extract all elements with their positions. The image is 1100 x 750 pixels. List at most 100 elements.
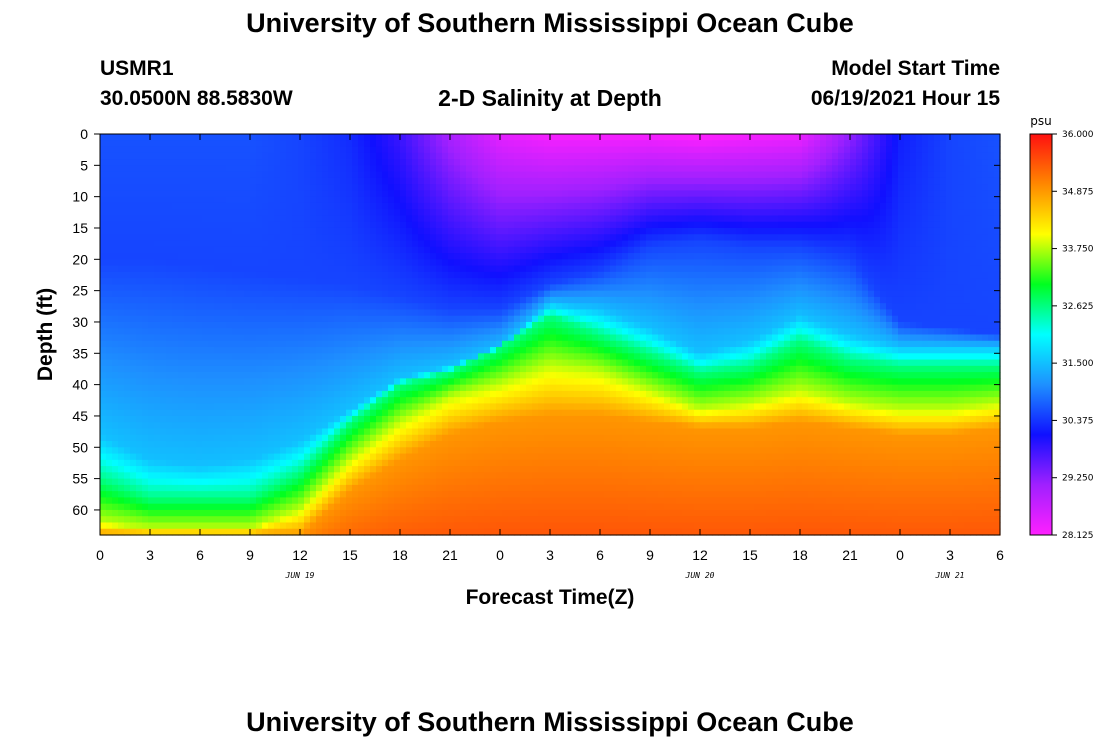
heatmap-cell xyxy=(352,315,359,323)
heatmap-cell xyxy=(562,290,569,298)
heatmap-cell xyxy=(352,528,359,536)
heatmap-cell xyxy=(190,353,197,361)
heatmap-cell xyxy=(406,365,413,373)
heatmap-cell xyxy=(556,271,563,279)
heatmap-cell xyxy=(532,378,539,386)
heatmap-cell xyxy=(310,422,317,430)
heatmap-cell xyxy=(118,296,125,304)
heatmap-cell xyxy=(478,441,485,448)
heatmap-cell xyxy=(346,390,353,398)
heatmap-cell xyxy=(262,227,269,235)
heatmap-cell xyxy=(262,372,269,379)
heatmap-cell xyxy=(472,497,479,505)
heatmap-cell xyxy=(454,165,461,173)
heatmap-cell xyxy=(562,146,569,154)
heatmap-cell xyxy=(292,253,299,260)
heatmap-cell xyxy=(286,278,293,285)
heatmap-cell xyxy=(370,196,377,204)
heatmap-cell xyxy=(250,227,257,235)
heatmap-cell xyxy=(316,234,323,242)
heatmap-cell xyxy=(472,246,479,254)
heatmap-cell xyxy=(238,190,245,198)
heatmap-cell xyxy=(118,466,125,473)
heatmap-cell xyxy=(370,428,377,436)
heatmap-cell xyxy=(514,278,521,285)
heatmap-cell xyxy=(154,497,161,505)
heatmap-cell xyxy=(466,459,473,467)
heatmap-cell xyxy=(154,378,161,386)
heatmap-cell xyxy=(274,353,281,361)
heatmap-cell xyxy=(286,372,293,379)
heatmap-cell xyxy=(244,384,251,392)
heatmap-cell xyxy=(154,422,161,430)
heatmap-cell xyxy=(166,209,173,217)
heatmap-cell xyxy=(406,246,413,254)
heatmap-cell xyxy=(538,284,545,292)
heatmap-cell xyxy=(196,184,203,191)
heatmap-cell xyxy=(112,409,119,417)
heatmap-cell xyxy=(496,309,503,317)
heatmap-cell xyxy=(424,484,431,492)
heatmap-cell xyxy=(436,484,443,492)
heatmap-cell xyxy=(478,347,485,354)
heatmap-cell xyxy=(376,271,383,279)
heatmap-cell xyxy=(496,441,503,448)
heatmap-cell xyxy=(406,434,413,442)
heatmap-cell xyxy=(304,340,311,348)
heatmap-cell xyxy=(208,397,215,405)
heatmap-cell xyxy=(382,347,389,354)
heatmap-cell xyxy=(226,447,233,455)
heatmap-cell xyxy=(502,278,509,285)
heatmap-cell xyxy=(340,403,347,411)
heatmap-cell xyxy=(346,140,353,148)
heatmap-cell xyxy=(418,453,425,461)
heatmap-cell xyxy=(322,190,329,198)
heatmap-cell xyxy=(436,365,443,373)
heatmap-cell xyxy=(502,372,509,379)
heatmap-cell xyxy=(130,334,137,342)
heatmap-cell xyxy=(358,497,365,505)
heatmap-cell xyxy=(226,359,233,367)
heatmap-cell xyxy=(178,309,185,317)
heatmap-cell xyxy=(526,271,533,279)
heatmap-cell xyxy=(454,428,461,436)
heatmap-cell xyxy=(322,171,329,179)
heatmap-cell xyxy=(490,240,497,248)
heatmap-cell xyxy=(484,359,491,367)
heatmap-cell xyxy=(430,321,437,329)
heatmap-cell xyxy=(520,152,527,160)
heatmap-cell xyxy=(154,484,161,492)
heatmap-cell xyxy=(352,278,359,285)
heatmap-cell xyxy=(118,359,125,367)
heatmap-cell xyxy=(538,528,545,536)
heatmap-cell xyxy=(130,528,137,536)
heatmap-cell xyxy=(388,491,395,499)
heatmap-cell xyxy=(394,278,401,285)
heatmap-cell xyxy=(442,309,449,317)
heatmap-cell xyxy=(292,378,299,386)
heatmap-cell xyxy=(100,472,107,480)
heatmap-cell xyxy=(370,146,377,154)
heatmap-cell xyxy=(358,271,365,279)
heatmap-cell xyxy=(514,296,521,304)
heatmap-cell xyxy=(550,528,557,536)
heatmap-cell xyxy=(538,415,545,423)
heatmap-cell xyxy=(514,347,521,354)
heatmap-cell xyxy=(370,466,377,473)
heatmap-cell xyxy=(274,246,281,254)
heatmap-cell xyxy=(562,165,569,173)
heatmap-cell xyxy=(142,441,149,448)
heatmap-cell xyxy=(304,159,311,166)
heatmap-cell xyxy=(262,422,269,430)
heatmap-cell xyxy=(154,234,161,242)
heatmap-cell xyxy=(304,378,311,386)
heatmap-cell xyxy=(508,184,515,191)
heatmap-cell xyxy=(232,415,239,423)
heatmap-cell xyxy=(472,259,479,267)
heatmap-cell xyxy=(238,365,245,373)
heatmap-cell xyxy=(136,466,143,473)
heatmap-cell xyxy=(460,246,467,254)
heatmap-cell xyxy=(262,459,269,467)
heatmap-cell xyxy=(304,278,311,285)
heatmap-cell xyxy=(352,403,359,411)
